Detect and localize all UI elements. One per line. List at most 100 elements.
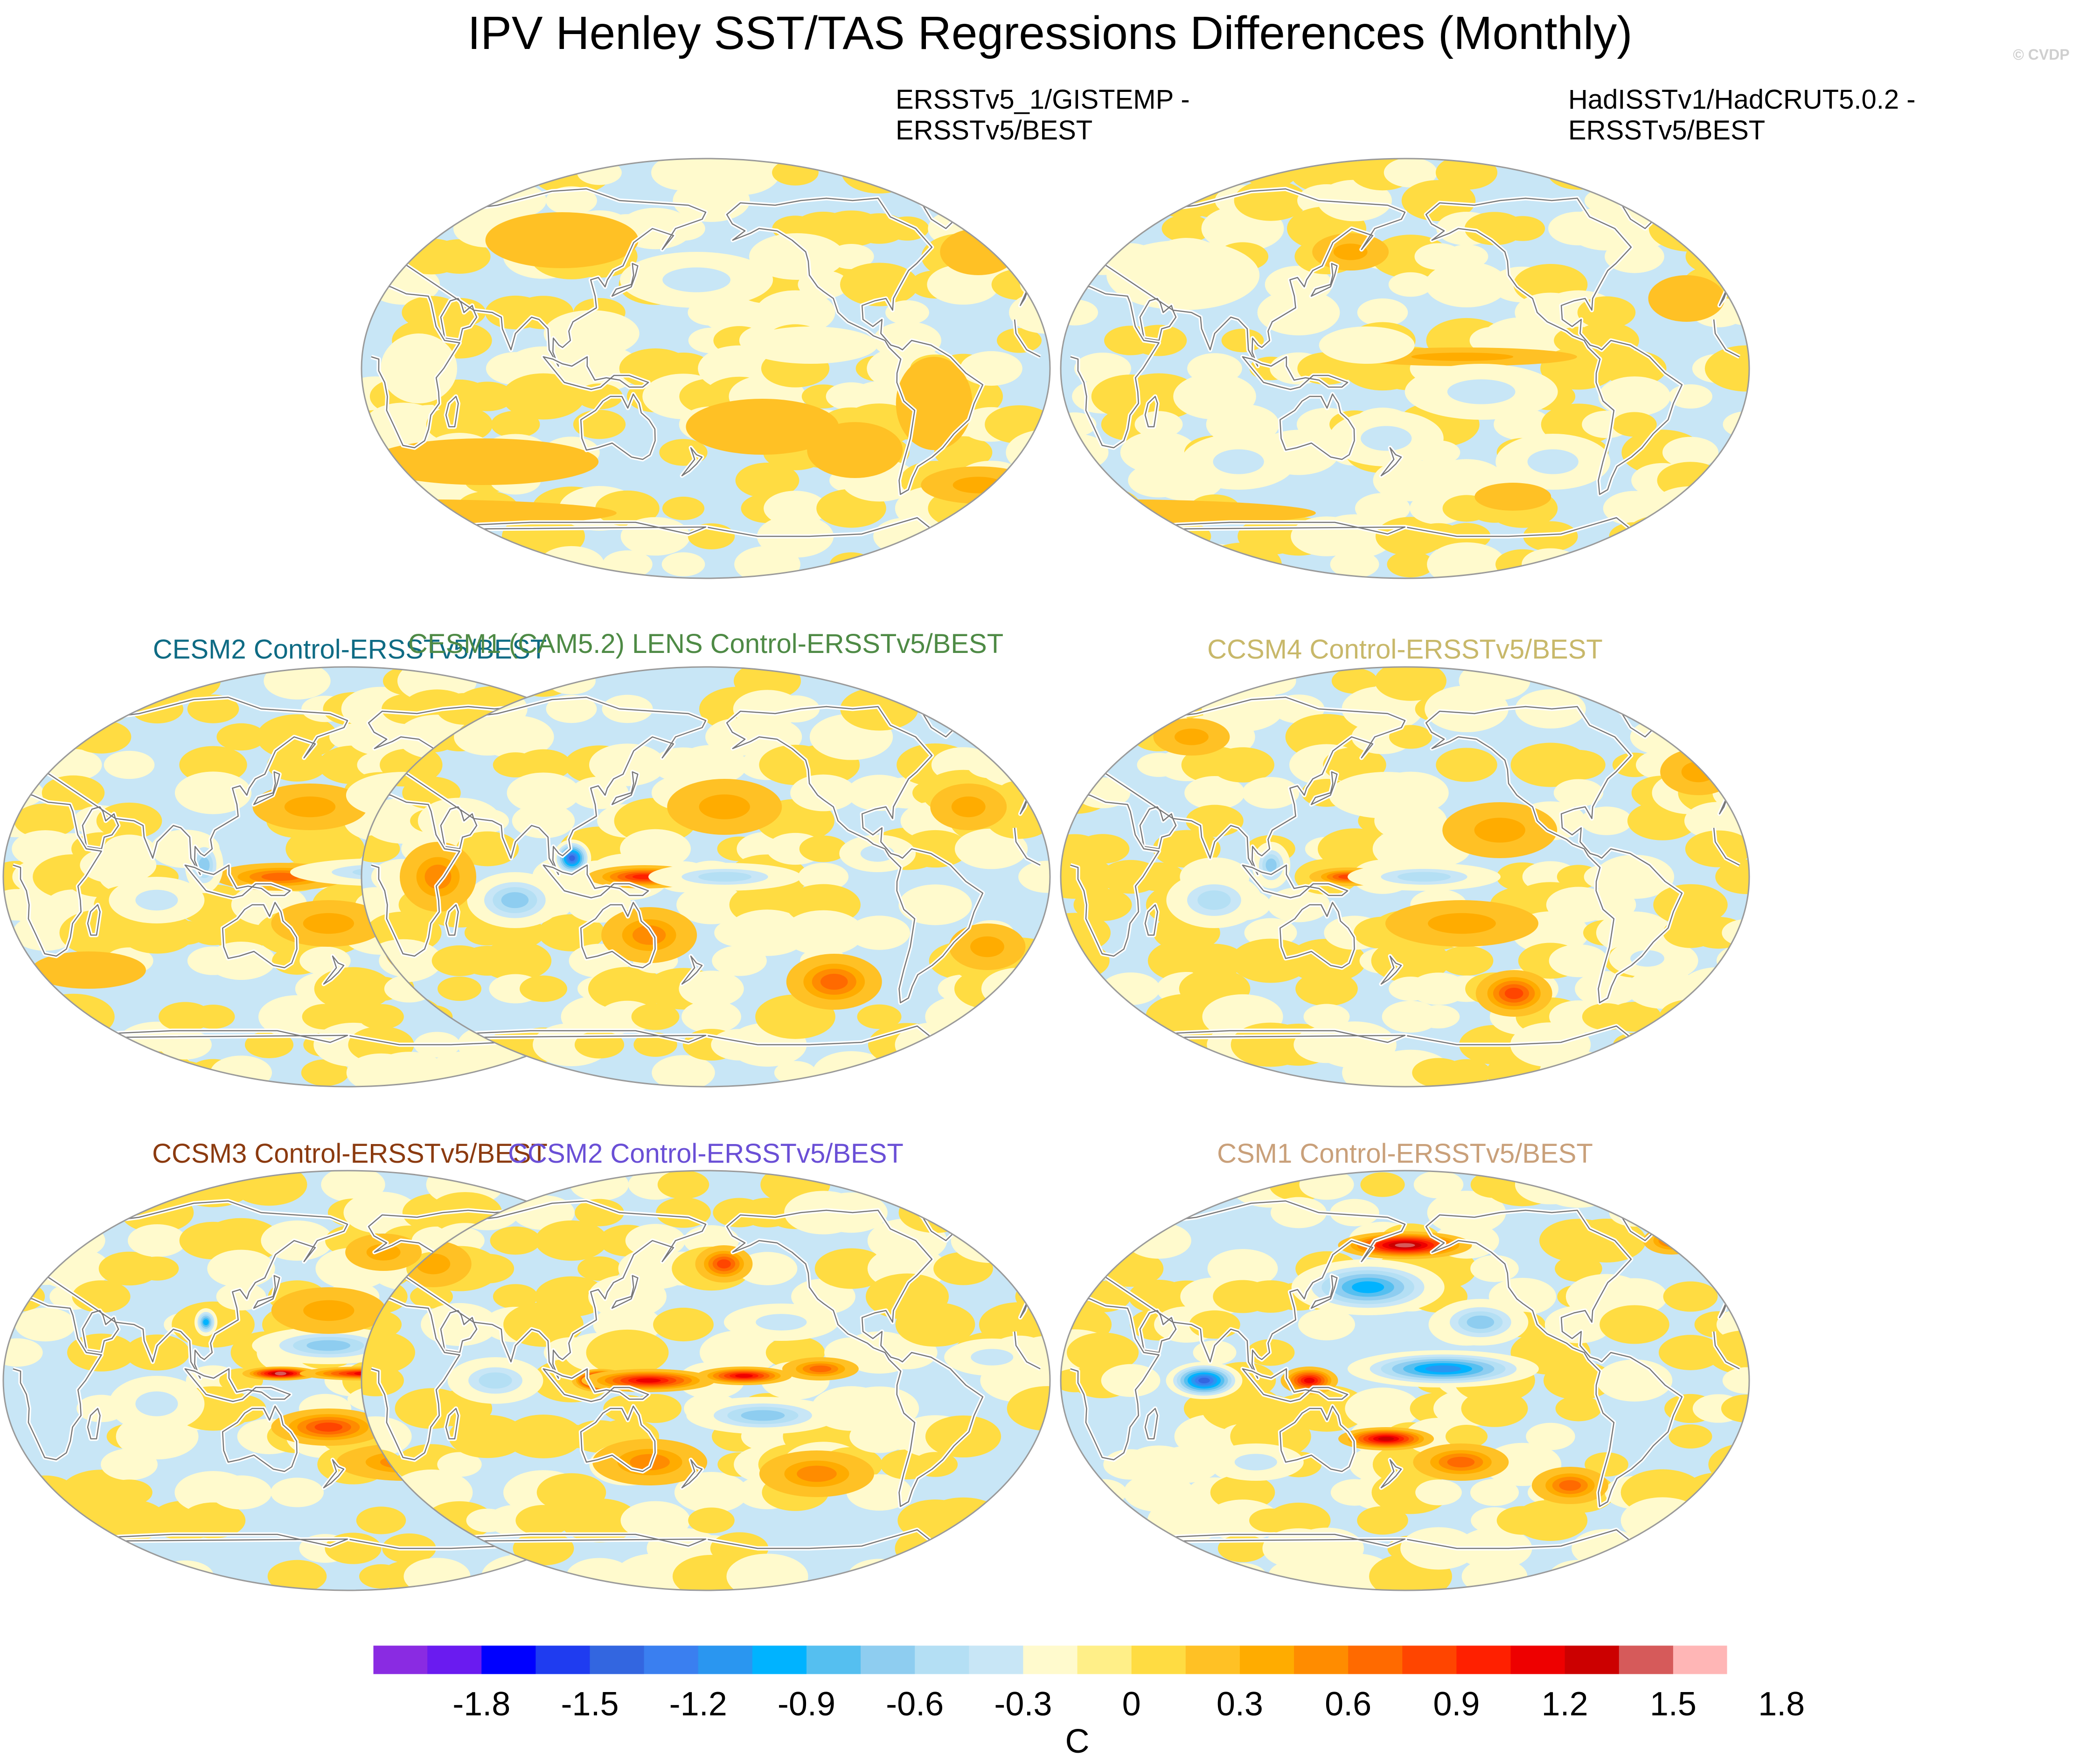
noise-blob (1064, 486, 1142, 530)
noise-blob (679, 971, 744, 1007)
colorbar-swatch (752, 1645, 807, 1674)
noise-blob (1594, 854, 1675, 899)
noise-blob (32, 686, 114, 732)
noise-blob (1221, 328, 1264, 353)
noise-blob (73, 693, 130, 725)
coastline-outline (382, 1200, 707, 1379)
coastline-outline (382, 696, 707, 875)
noise-blob (486, 159, 546, 189)
noise-blob (798, 863, 848, 891)
coastline-outline (542, 356, 649, 390)
colorbar-swatch (1077, 1645, 1132, 1674)
noise-blob (174, 771, 252, 814)
noise-blob (6, 1022, 85, 1067)
noise-blob (1355, 493, 1411, 524)
coastline-outline (445, 1408, 459, 1440)
noise-blob (980, 159, 1050, 194)
noise-blob (1010, 1472, 1050, 1513)
main-title: IPV Henley SST/TAS Regressions Differenc… (467, 7, 1632, 59)
noise-blob (1572, 1053, 1641, 1087)
coastline-outline (542, 1368, 649, 1402)
noise-blob (1661, 667, 1720, 697)
noise-blob (1015, 747, 1050, 783)
noise-blob (1715, 183, 1749, 218)
anomaly-contour (1474, 818, 1525, 843)
coastline-outline (1719, 256, 1733, 285)
map-border (361, 1170, 1051, 1591)
noise-blob (895, 1302, 975, 1347)
noise-blob (356, 1506, 406, 1534)
noise-blob (1696, 1508, 1741, 1533)
noise-blob (362, 181, 410, 220)
noise-blob (1061, 177, 1117, 224)
noise-blob (1689, 693, 1748, 725)
map-panel-8: CSM1 Control-ERSSTv5/BEST (1060, 1138, 1750, 1591)
colorbar-swatch (1456, 1645, 1511, 1674)
colorbar-swatch (1348, 1645, 1403, 1674)
noise-blob (1723, 411, 1749, 438)
coastline-outline (1018, 232, 1026, 248)
coastline-outline (1719, 764, 1733, 793)
noise-blob (1105, 159, 1156, 187)
noise-blob (1016, 491, 1050, 526)
coastline-outline (580, 393, 656, 460)
noise-blob (1439, 946, 1494, 976)
anomaly-contour (1361, 426, 1412, 451)
anomaly-contour (951, 796, 986, 818)
anomaly-contour (970, 936, 1004, 957)
noise-blob (799, 835, 848, 862)
noise-blob (1063, 687, 1143, 731)
noise-blob (490, 1226, 541, 1255)
noise-blob (72, 1280, 131, 1313)
noise-blob (1184, 943, 1245, 978)
coastline-outline (1014, 827, 1041, 866)
noise-blob (938, 1562, 989, 1590)
anomaly-contour (479, 1372, 512, 1389)
noise-blob (135, 1256, 179, 1281)
noise-blob (1330, 550, 1379, 578)
coastline-outline (24, 696, 348, 875)
noise-blob (1609, 522, 1660, 551)
noise-blob (1629, 1530, 1696, 1567)
noise-blob (906, 667, 965, 697)
coastline-outline (445, 904, 459, 936)
noise-blob (1627, 1053, 1698, 1087)
noise-blob (560, 1498, 639, 1543)
colorbar-swatch (1510, 1645, 1565, 1674)
noise-blob (3, 1059, 42, 1086)
noise-blob (71, 1171, 131, 1201)
noise-blob (1470, 1479, 1519, 1506)
noise-blob (1007, 1526, 1050, 1571)
anomaly-contour (699, 794, 750, 819)
coastline-outline (726, 706, 984, 1004)
noise-blob (699, 1330, 779, 1375)
noise-blob (494, 552, 537, 576)
noise-blob (1669, 1424, 1712, 1449)
anomaly-field (1061, 667, 1749, 1087)
anomaly-field (362, 667, 1050, 1087)
colorbar-swatch (590, 1645, 645, 1674)
map-border (1060, 666, 1750, 1088)
anomaly-contour (395, 347, 443, 390)
noise-blob (1330, 1199, 1379, 1227)
noise-blob (210, 1055, 272, 1087)
noise-blob (1613, 1033, 1656, 1057)
anomaly-contour (366, 1244, 401, 1261)
noise-blob (1638, 159, 1687, 186)
colorbar-tick-label: -0.3 (994, 1686, 1052, 1723)
noise-blob (1668, 1172, 1713, 1197)
noise-blob (362, 550, 401, 578)
noise-blob (1427, 542, 1506, 578)
noise-blob (76, 1059, 126, 1087)
noise-blob (949, 159, 1033, 196)
noise-blob (1601, 1278, 1668, 1315)
noise-blob (926, 1171, 1000, 1205)
anomaly-contour (501, 892, 529, 909)
anomaly-contour (135, 889, 178, 911)
noise-blob (515, 749, 572, 781)
noise-blob (1147, 1498, 1226, 1542)
noise-blob (1303, 1004, 1350, 1030)
noise-blob (1257, 289, 1340, 336)
coastlines (1070, 1185, 1741, 1555)
coastline-outline (1310, 771, 1338, 805)
